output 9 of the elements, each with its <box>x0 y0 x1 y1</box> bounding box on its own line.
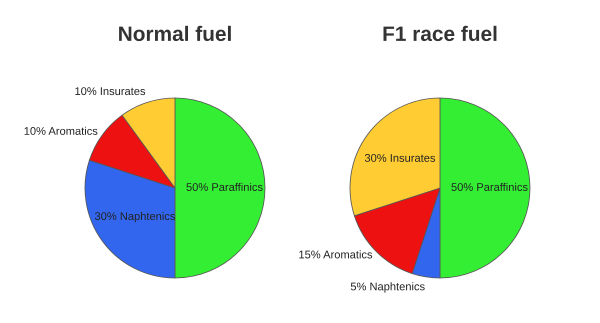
slice-label: 5% Naphtenics <box>350 282 425 293</box>
slice-label: 10% Insurates <box>75 87 146 96</box>
slice-label: 30% Insurates <box>364 154 436 162</box>
chart-title: F1 race fuel <box>384 26 496 42</box>
slice-label: 50% Paraffinics <box>186 182 263 191</box>
slice-label: 15% Aromatics <box>299 250 372 258</box>
chart-title: Normal fuel <box>119 26 231 42</box>
slice-label: 10% Aromatics <box>24 126 98 135</box>
slice-label: 50% Paraffinics <box>451 182 528 191</box>
